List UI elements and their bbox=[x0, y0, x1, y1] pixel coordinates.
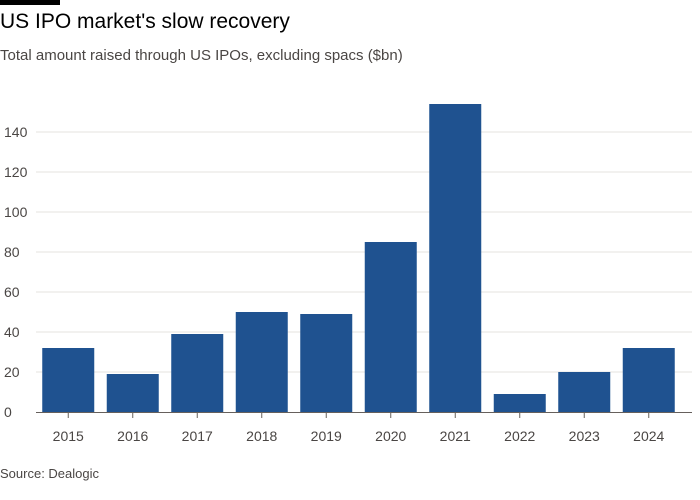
y-tick-label: 40 bbox=[4, 324, 20, 340]
chart-subtitle: Total amount raised through US IPOs, exc… bbox=[0, 47, 403, 64]
x-tick-label: 2023 bbox=[569, 428, 600, 444]
y-tick-label: 120 bbox=[4, 164, 28, 180]
x-tick-label: 2020 bbox=[375, 428, 406, 444]
chart-title: US IPO market's slow recovery bbox=[0, 10, 290, 33]
y-tick-label: 20 bbox=[4, 364, 20, 380]
bar-2022 bbox=[493, 394, 546, 412]
top-rule bbox=[0, 0, 60, 5]
y-tick-label: 140 bbox=[4, 124, 28, 140]
bar-2021 bbox=[429, 104, 482, 412]
y-tick-label: 80 bbox=[4, 244, 20, 260]
bar-2024 bbox=[622, 348, 675, 412]
x-tick-label: 2017 bbox=[182, 428, 213, 444]
bar-2019 bbox=[300, 314, 353, 412]
bar-2017 bbox=[171, 334, 224, 412]
x-tick-label: 2019 bbox=[311, 428, 342, 444]
x-tick-label: 2018 bbox=[246, 428, 277, 444]
y-tick-label: 0 bbox=[4, 404, 12, 420]
y-tick-label: 100 bbox=[4, 204, 28, 220]
x-tick-label: 2022 bbox=[504, 428, 535, 444]
source-note: Source: Dealogic bbox=[0, 466, 99, 481]
bar-2015 bbox=[42, 348, 95, 412]
x-tick-label: 2021 bbox=[440, 428, 471, 444]
bar-2020 bbox=[364, 242, 417, 412]
x-tick-label: 2015 bbox=[53, 428, 84, 444]
bar-2023 bbox=[558, 372, 611, 412]
bar-2016 bbox=[106, 374, 159, 412]
bar-2018 bbox=[235, 312, 288, 412]
x-tick-label: 2016 bbox=[117, 428, 148, 444]
y-tick-label: 60 bbox=[4, 284, 20, 300]
x-tick-label: 2024 bbox=[633, 428, 664, 444]
